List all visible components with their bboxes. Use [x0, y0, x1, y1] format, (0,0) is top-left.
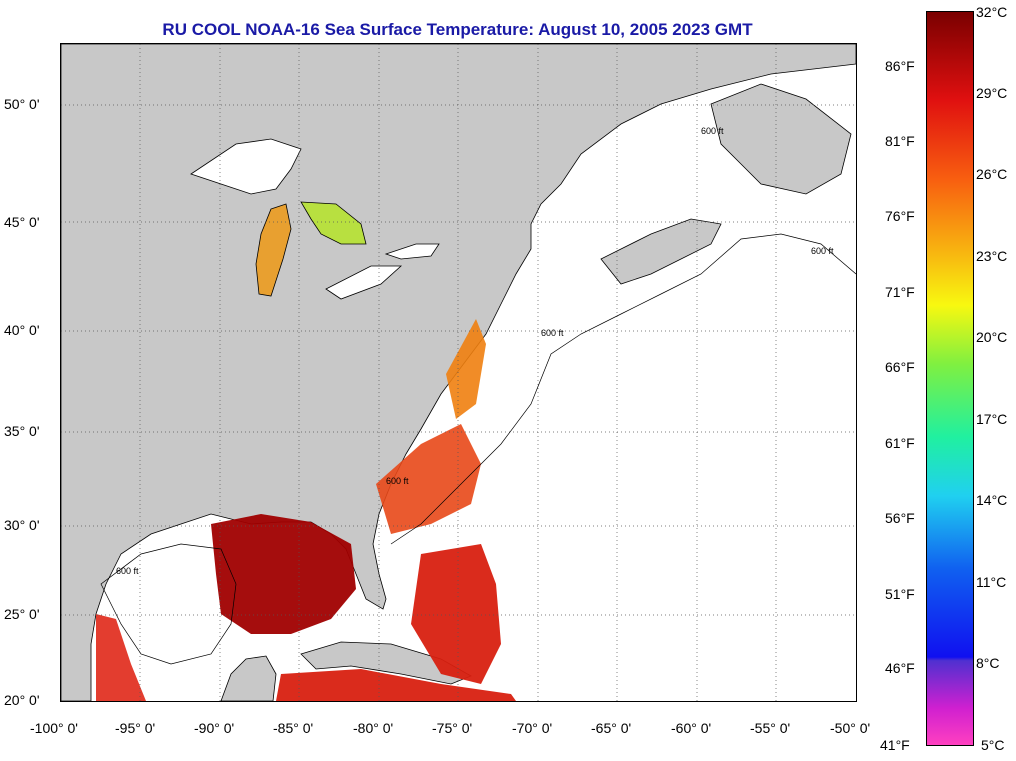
lat-label: 40° 0' [4, 322, 40, 338]
colorbar-f-label: 86°F [885, 58, 915, 74]
colorbar-c-label: 29°C [976, 85, 1008, 101]
lat-label: 30° 0' [4, 517, 40, 533]
colorbar-f-label: 81°F [885, 133, 915, 149]
nova-scotia-land [600, 218, 722, 285]
colorbar-c-label: 32°C [976, 4, 1008, 20]
lat-label: 50° 0' [4, 96, 40, 112]
lon-label: -60° 0' [671, 720, 712, 736]
atlantic-coast-sst [376, 424, 481, 534]
contour-label: 600 ft [701, 126, 724, 136]
colorbar-c-label: 5°C [981, 737, 1005, 753]
lake-erie [325, 265, 403, 300]
map-canvas: 600 ft 600 ft 600 ft 600 ft 600 ft [61, 44, 856, 701]
lon-label: -100° 0' [30, 720, 78, 736]
depth-contour [390, 233, 856, 545]
colorbar-c-label: 11°C [976, 574, 1007, 590]
lon-label: -50° 0' [830, 720, 871, 736]
map-title: RU COOL NOAA-16 Sea Surface Temperature:… [162, 20, 753, 39]
lake-huron [300, 201, 367, 245]
temperature-colorbar [926, 11, 974, 746]
gulf-depth-contour [100, 543, 237, 665]
graticule [61, 44, 856, 701]
lon-label: -55° 0' [750, 720, 791, 736]
colorbar-c-label: 14°C [976, 492, 1008, 508]
gulf-of-mexico-sst [211, 514, 356, 634]
colorbar-f-label: 66°F [885, 359, 915, 375]
colorbar-f-label: 56°F [885, 510, 915, 526]
contour-label: 600 ft [541, 328, 564, 338]
lake-michigan [255, 203, 292, 297]
lat-label: 25° 0' [4, 606, 40, 622]
colorbar-c-label: 23°C [976, 248, 1008, 264]
colorbar-c-label: 26°C [976, 166, 1008, 182]
lon-label: -90° 0' [194, 720, 235, 736]
colorbar-f-label: 71°F [885, 284, 915, 300]
lon-label: -80° 0' [353, 720, 394, 736]
chesapeake-sst [446, 319, 486, 419]
colorbar-f-label: 76°F [885, 208, 915, 224]
lat-label: 45° 0' [4, 214, 40, 230]
colorbar-c-label: 8°C [976, 655, 1000, 671]
cuba-land [300, 641, 472, 685]
mexico-gulf-west-sst [96, 614, 146, 701]
maritime-land [710, 83, 852, 195]
lon-label: -75° 0' [432, 720, 473, 736]
north-america-landmass [61, 44, 856, 701]
colorbar-f-label: 46°F [885, 660, 915, 676]
sst-map: 600 ft 600 ft 600 ft 600 ft 600 ft [60, 43, 857, 702]
caribbean-sst [276, 669, 516, 701]
colorbar-f-label: 41°F [880, 737, 910, 753]
lon-label: -85° 0' [273, 720, 314, 736]
contour-label: 600 ft [116, 566, 139, 576]
colorbar-c-label: 20°C [976, 329, 1008, 345]
colorbar-f-label: 61°F [885, 435, 915, 451]
lon-label: -65° 0' [591, 720, 632, 736]
lon-label: -70° 0' [512, 720, 553, 736]
lake-ontario [384, 243, 440, 260]
bahamas-sst [411, 544, 501, 684]
yucatan-land [220, 655, 277, 701]
colorbar-f-label: 51°F [885, 586, 915, 602]
lat-label: 35° 0' [4, 423, 40, 439]
contour-label: 600 ft [811, 246, 834, 256]
lon-label: -95° 0' [115, 720, 156, 736]
colorbar-c-label: 17°C [976, 411, 1008, 427]
contour-label: 600 ft [386, 476, 409, 486]
lake-superior [190, 138, 302, 195]
lat-label: 20° 0' [4, 692, 40, 708]
